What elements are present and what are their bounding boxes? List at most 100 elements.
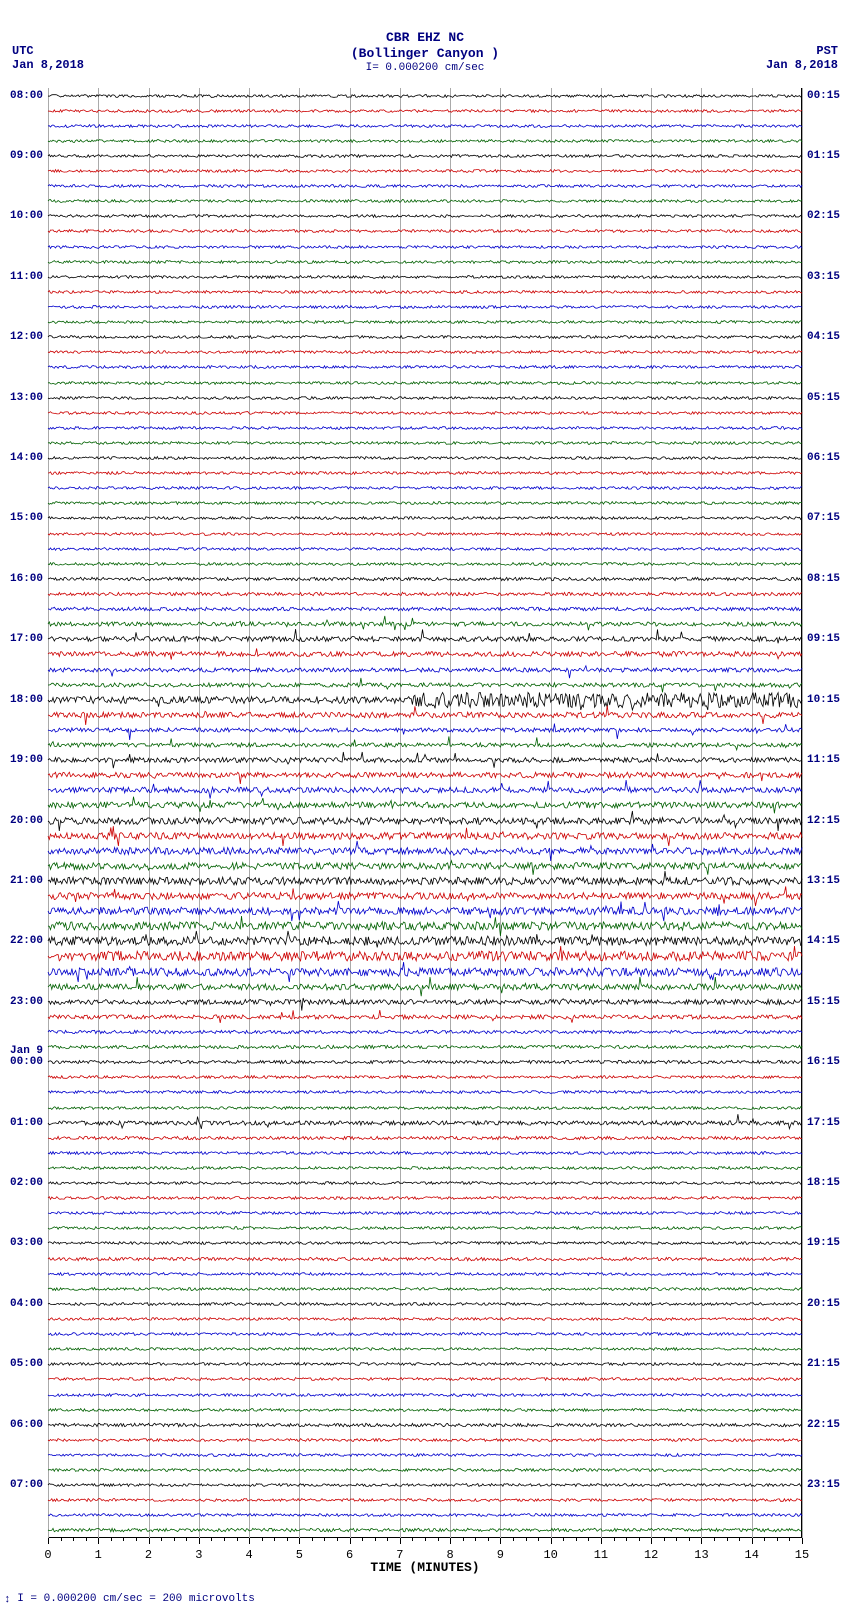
xaxis-tick-label: 6 [346,1548,353,1562]
xaxis-minor-tick [375,1538,376,1541]
utc-time-label: 08:00 [10,90,43,102]
plot-area [48,88,802,1538]
gridline [802,88,803,1538]
pst-time-label: 12:15 [807,815,840,827]
xaxis-minor-tick [438,1538,439,1541]
xaxis-tick [701,1538,702,1544]
utc-time-label: 21:00 [10,875,43,887]
xaxis-minor-tick [337,1538,338,1541]
pst-time-label: 21:15 [807,1358,840,1370]
utc-time-label: 02:00 [10,1177,43,1189]
utc-time-label: 13:00 [10,392,43,404]
xaxis-minor-tick [73,1538,74,1541]
xaxis-minor-tick [588,1538,589,1541]
station-code: CBR EHZ NC [0,30,850,45]
xaxis-minor-tick [739,1538,740,1541]
xaxis-minor-tick [714,1538,715,1541]
xaxis-tick-label: 2 [145,1548,152,1562]
utc-time-label: 23:00 [10,996,43,1008]
pst-time-label: 16:15 [807,1056,840,1068]
pst-time-label: 13:15 [807,875,840,887]
xaxis-tick-label: 1 [95,1548,102,1562]
day-change-marker: Jan 9 [10,1045,43,1057]
xaxis-tick-label: 3 [195,1548,202,1562]
xaxis-minor-tick [676,1538,677,1541]
xaxis-tick-label: 10 [543,1548,557,1562]
date-left: Jan 8,2018 [12,58,84,72]
utc-time-label: 00:00 [10,1056,43,1068]
xaxis-tick-label: 8 [447,1548,454,1562]
xaxis-tick [199,1538,200,1544]
utc-time-label: 05:00 [10,1358,43,1370]
xaxis-tick [249,1538,250,1544]
xaxis-tick [601,1538,602,1544]
xaxis-minor-tick [789,1538,790,1541]
xaxis-minor-tick [123,1538,124,1541]
xaxis-tick [450,1538,451,1544]
xaxis-tick [299,1538,300,1544]
utc-time-label: 11:00 [10,271,43,283]
xaxis-minor-tick [362,1538,363,1541]
xaxis-tick [48,1538,49,1544]
xaxis-minor-tick [136,1538,137,1541]
xaxis-minor-tick [463,1538,464,1541]
xaxis-tick [98,1538,99,1544]
xaxis-minor-tick [186,1538,187,1541]
pst-time-label: 20:15 [807,1298,840,1310]
xaxis-minor-tick [576,1538,577,1541]
xaxis-tick-label: 11 [594,1548,608,1562]
xaxis-minor-tick [274,1538,275,1541]
utc-time-label: 09:00 [10,150,43,162]
utc-time-label: 17:00 [10,633,43,645]
utc-time-label: 16:00 [10,573,43,585]
xaxis-tick-label: 12 [644,1548,658,1562]
xaxis-minor-tick [513,1538,514,1541]
utc-time-label: 15:00 [10,512,43,524]
pst-time-label: 03:15 [807,271,840,283]
xaxis-tick [350,1538,351,1544]
xaxis-minor-tick [174,1538,175,1541]
station-location: (Bollinger Canyon ) [0,46,850,61]
pst-time-label: 06:15 [807,452,840,464]
utc-time-label: 14:00 [10,452,43,464]
xaxis-minor-tick [111,1538,112,1541]
date-right: Jan 8,2018 [766,58,838,72]
x-axis: TIME (MINUTES) 0123456789101112131415 [48,1538,802,1573]
xaxis-tick [651,1538,652,1544]
xaxis-minor-tick [224,1538,225,1541]
pst-time-label: 15:15 [807,996,840,1008]
xaxis-tick-label: 0 [44,1548,51,1562]
xaxis-tick [149,1538,150,1544]
pst-time-label: 22:15 [807,1419,840,1431]
xaxis-title: TIME (MINUTES) [48,1560,802,1575]
timezone-right: PST [816,44,838,58]
xaxis-tick-label: 5 [296,1548,303,1562]
xaxis-minor-tick [387,1538,388,1541]
utc-time-label: 06:00 [10,1419,43,1431]
xaxis-minor-tick [538,1538,539,1541]
pst-time-label: 14:15 [807,935,840,947]
xaxis-tick-label: 9 [497,1548,504,1562]
pst-time-label: 23:15 [807,1479,840,1491]
xaxis-minor-tick [324,1538,325,1541]
utc-time-label: 20:00 [10,815,43,827]
xaxis-tick [500,1538,501,1544]
utc-time-label: 19:00 [10,754,43,766]
footer-scale: ↕ I = 0.000200 cm/sec = 200 microvolts [4,1593,255,1605]
xaxis-minor-tick [161,1538,162,1541]
xaxis-minor-tick [563,1538,564,1541]
xaxis-minor-tick [614,1538,615,1541]
utc-time-label: 07:00 [10,1479,43,1491]
pst-time-label: 05:15 [807,392,840,404]
pst-time-label: 07:15 [807,512,840,524]
xaxis-minor-tick [61,1538,62,1541]
xaxis-tick-label: 4 [245,1548,252,1562]
xaxis-minor-tick [664,1538,665,1541]
pst-time-label: 04:15 [807,331,840,343]
xaxis-tick [802,1538,803,1544]
xaxis-minor-tick [626,1538,627,1541]
xaxis-tick-label: 13 [694,1548,708,1562]
utc-time-label: 18:00 [10,694,43,706]
utc-time-label: 22:00 [10,935,43,947]
utc-time-label: 04:00 [10,1298,43,1310]
